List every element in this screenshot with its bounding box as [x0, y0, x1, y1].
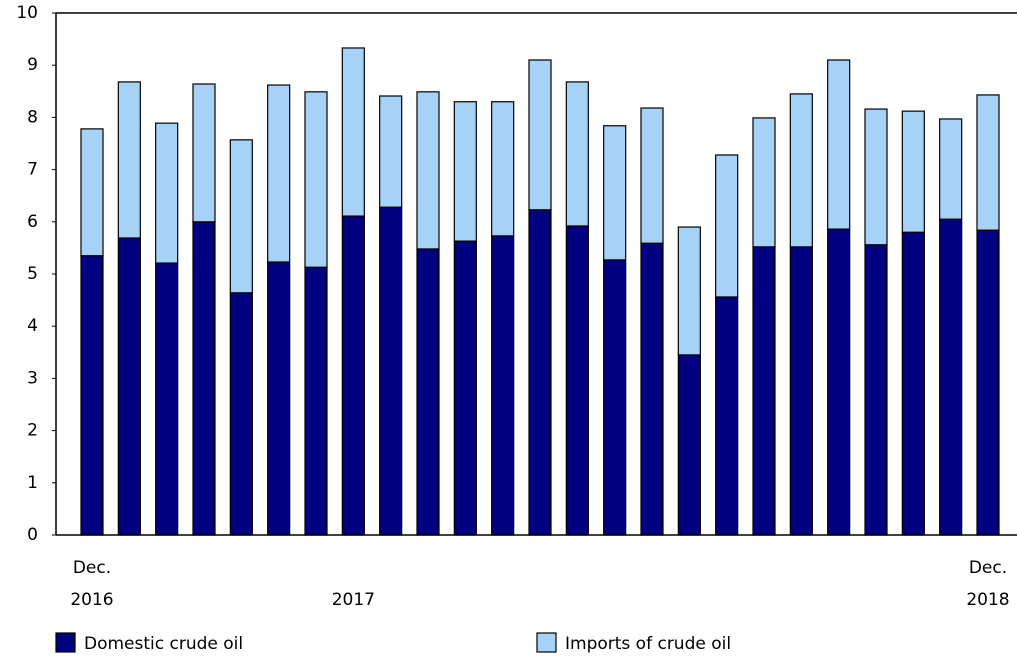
bar-segment	[976, 229, 1000, 536]
legend-swatch	[55, 632, 76, 653]
bar-segment	[677, 354, 701, 536]
bar-segment	[901, 231, 925, 536]
bar-segment	[864, 244, 888, 536]
legend-swatch	[536, 632, 557, 653]
bar-segment	[789, 246, 813, 536]
bar-segment	[267, 84, 291, 263]
y-tick-label: 5	[27, 264, 38, 284]
bar-segment	[640, 107, 664, 244]
bar-segment	[155, 262, 179, 536]
y-tick-label: 9	[27, 55, 38, 75]
x-tick-label: Dec. 2018	[966, 558, 1009, 610]
bar-segment	[80, 255, 104, 536]
bar-segment	[155, 122, 179, 264]
bar-segment	[939, 218, 963, 536]
x-tick-label: Dec. 2016	[70, 558, 113, 610]
bar-segment	[117, 81, 141, 239]
bar-segment	[453, 240, 477, 536]
y-tick-label: 6	[27, 212, 38, 232]
bar-segment	[715, 296, 739, 536]
legend-label: Domestic crude oil	[84, 634, 243, 654]
bar-segment	[528, 209, 552, 536]
bar-segment	[416, 248, 440, 536]
bar-segment	[603, 125, 627, 261]
bar-segment	[901, 110, 925, 233]
bar-segment	[229, 292, 253, 536]
bar-segment	[528, 59, 552, 211]
bar-segment	[827, 228, 851, 536]
bar-segment	[752, 246, 776, 536]
y-tick-label: 3	[27, 368, 38, 388]
bar-segment	[715, 154, 739, 298]
y-tick-label: 8	[27, 107, 38, 127]
bar-segment	[491, 101, 515, 237]
bar-segment	[752, 117, 776, 248]
bar-segment	[491, 235, 515, 536]
bar-segment	[379, 95, 403, 208]
bar-segment	[939, 118, 963, 220]
y-tick-label: 0	[27, 525, 38, 545]
y-tick-label: 10	[16, 3, 38, 23]
bar-segment	[117, 237, 141, 536]
bar-segment	[304, 91, 328, 268]
bar-segment	[267, 261, 291, 536]
bar-segment	[453, 101, 477, 242]
bar-segment	[379, 206, 403, 536]
bar-segment	[192, 83, 216, 223]
bar-segment	[304, 266, 328, 536]
bar-segment	[789, 93, 813, 248]
bar-segment	[827, 59, 851, 230]
y-tick-label: 7	[27, 160, 38, 180]
bar-segment	[864, 108, 888, 246]
bar-segment	[565, 225, 589, 536]
bar-segment	[976, 94, 1000, 231]
bar-segment	[640, 242, 664, 536]
bar-segment	[80, 128, 104, 257]
bar-segment	[416, 91, 440, 250]
y-tick-label: 4	[27, 316, 38, 336]
y-tick-label: 2	[27, 421, 38, 441]
bar-segment	[341, 215, 365, 536]
bar-segment	[677, 226, 701, 356]
x-tick-label: 2017	[332, 590, 375, 610]
bar-segment	[603, 259, 627, 536]
bar-segment	[565, 81, 589, 227]
legend-label: Imports of crude oil	[565, 634, 731, 654]
bar-segment	[341, 47, 365, 217]
bar-segment	[192, 221, 216, 536]
y-tick-label: 1	[27, 473, 38, 493]
bar-segment	[229, 139, 253, 294]
